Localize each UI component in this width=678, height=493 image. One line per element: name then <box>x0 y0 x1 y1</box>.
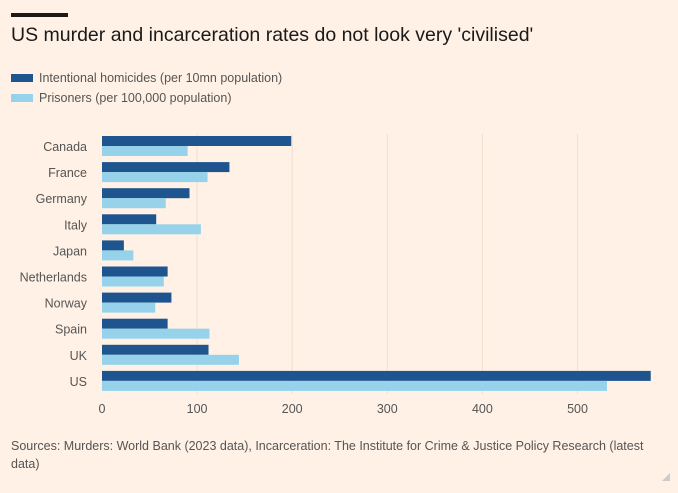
bar-homicides <box>102 344 209 355</box>
category-label: US <box>70 375 87 389</box>
chart-title: US murder and incarceration rates do not… <box>11 24 534 46</box>
x-tick-label: 400 <box>472 402 493 416</box>
bar-prisoners <box>102 276 164 287</box>
legend: Intentional homicides (per 10mn populati… <box>11 68 282 108</box>
header-rule <box>11 13 68 17</box>
category-label: Italy <box>64 218 88 232</box>
bar-homicides <box>102 162 230 173</box>
category-label: Norway <box>45 297 88 311</box>
bar-homicides <box>102 266 168 277</box>
bar-prisoners <box>102 172 208 183</box>
category-label: Canada <box>43 140 87 154</box>
bar-homicides <box>102 214 157 225</box>
bar-homicides <box>102 240 124 251</box>
bar-prisoners <box>102 302 156 313</box>
bar-homicides <box>102 136 292 146</box>
legend-swatch-homicides <box>11 74 33 82</box>
bar-homicides <box>102 370 651 381</box>
legend-label-prisoners: Prisoners (per 100,000 population) <box>39 91 232 105</box>
bar-homicides <box>102 292 172 303</box>
bar-homicides <box>102 318 168 329</box>
category-label: France <box>48 166 87 180</box>
category-label: UK <box>70 349 88 363</box>
bar-prisoners <box>102 328 210 339</box>
x-tick-label: 300 <box>377 402 398 416</box>
bar-homicides <box>102 188 190 199</box>
category-label: Spain <box>55 323 87 337</box>
x-tick-label: 100 <box>187 402 208 416</box>
bar-prisoners <box>102 250 134 261</box>
legend-label-homicides: Intentional homicides (per 10mn populati… <box>39 71 283 85</box>
legend-item-prisoners: Prisoners (per 100,000 population) <box>11 88 282 108</box>
bar-prisoners <box>102 380 607 391</box>
source-note: Sources: Murders: World Bank (2023 data)… <box>11 439 644 471</box>
category-label: Germany <box>36 192 88 206</box>
category-label: Netherlands <box>20 271 87 285</box>
x-tick-label: 0 <box>99 402 106 416</box>
x-tick-label: 500 <box>567 402 588 416</box>
x-tick-label: 200 <box>282 402 303 416</box>
legend-swatch-prisoners <box>11 94 33 102</box>
bar-prisoners <box>102 224 201 235</box>
bar-prisoners <box>102 198 166 209</box>
resize-handle-icon[interactable] <box>662 473 670 481</box>
bar-prisoners <box>102 354 239 365</box>
category-label: Japan <box>53 244 87 258</box>
legend-item-homicides: Intentional homicides (per 10mn populati… <box>11 68 282 88</box>
bar-prisoners <box>102 146 188 156</box>
